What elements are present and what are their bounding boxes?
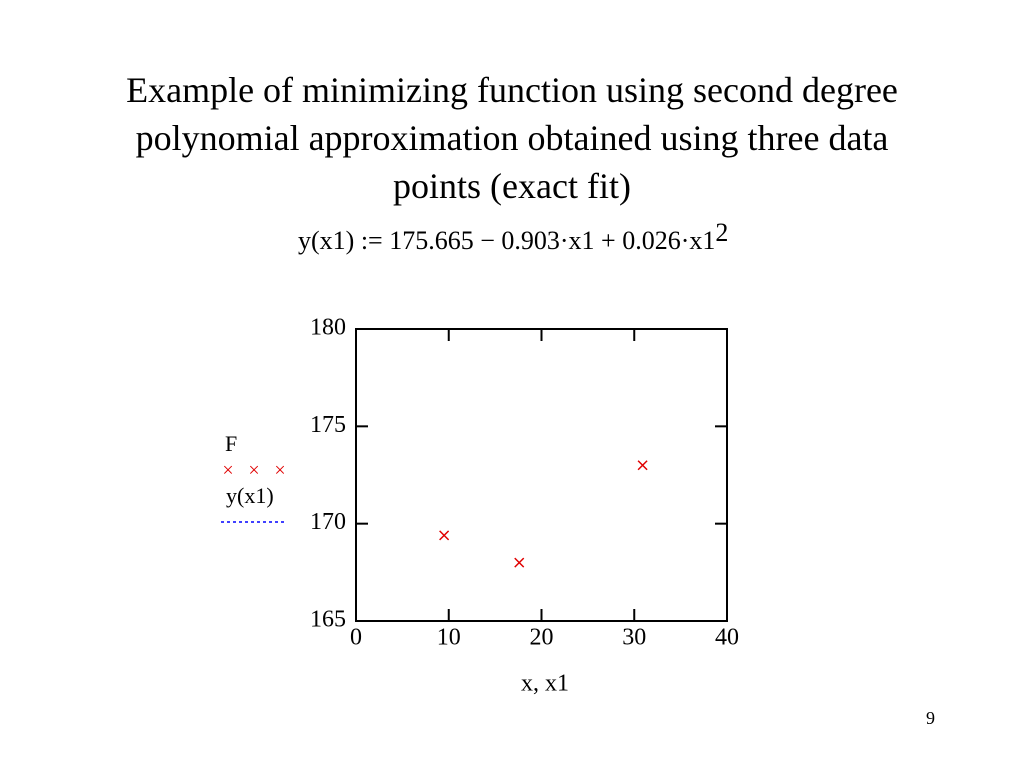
x-tick-label: 0 bbox=[350, 625, 362, 651]
y-tick-label: 175 bbox=[310, 412, 346, 438]
legend-label: F bbox=[225, 431, 237, 456]
x-tick-label: 40 bbox=[715, 625, 739, 651]
legend-marker: × bbox=[248, 460, 259, 482]
formula-text: y(x1) := 175.665 − 0.903·x1 + 0.026·x1 bbox=[298, 226, 716, 255]
slide-title: Example of minimizing function using sec… bbox=[126, 70, 898, 206]
legend-marker: × bbox=[222, 460, 233, 482]
y-tick-label: 165 bbox=[310, 607, 346, 633]
page-number: 9 bbox=[926, 708, 935, 728]
x-tick-label: 20 bbox=[530, 625, 554, 651]
legend-label: y(x1) bbox=[226, 483, 274, 508]
x-axis-label: x, x1 bbox=[521, 671, 569, 697]
y-tick-label: 170 bbox=[310, 509, 346, 535]
legend-marker: × bbox=[274, 460, 285, 482]
x-tick-label: 30 bbox=[622, 625, 646, 651]
point bbox=[439, 530, 450, 541]
x-tick-label: 10 bbox=[437, 625, 461, 651]
formula: y(x1) := 175.665 − 0.903·x1 + 0.026·x12 bbox=[298, 218, 728, 256]
point bbox=[514, 557, 525, 568]
formula-exponent: 2 bbox=[715, 218, 729, 247]
plot-frame bbox=[355, 328, 728, 622]
point bbox=[637, 460, 648, 471]
y-tick-label: 180 bbox=[310, 315, 346, 341]
